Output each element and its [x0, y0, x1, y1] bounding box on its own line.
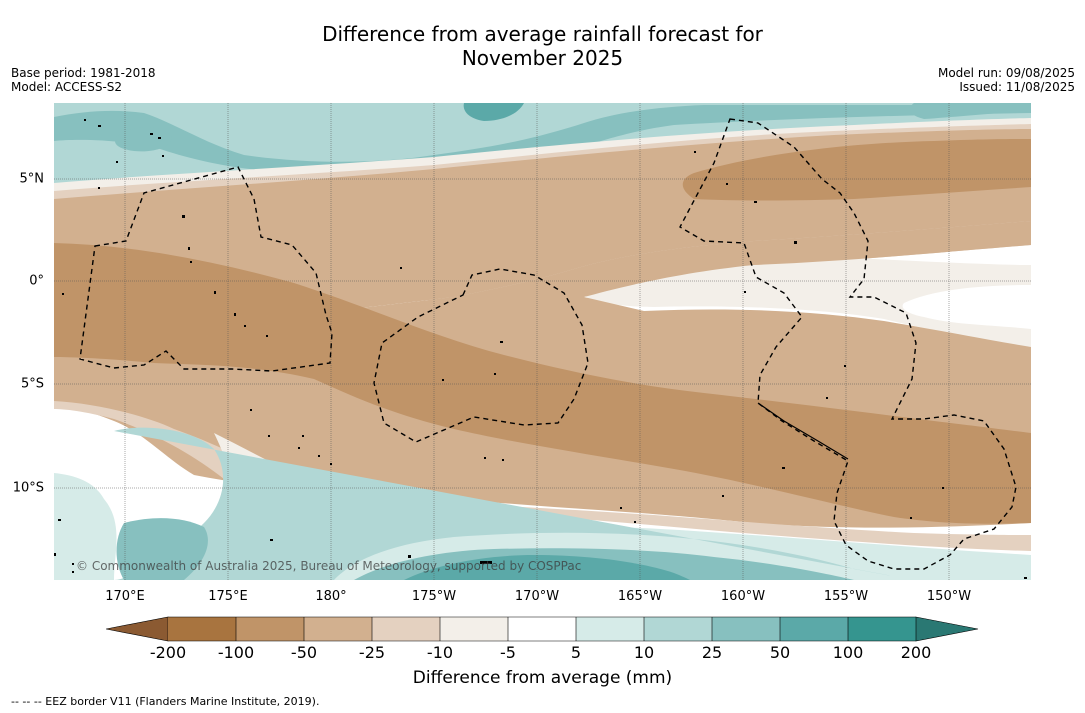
north-wet-right	[909, 103, 1031, 119]
lon-label-150w: 150°W	[926, 589, 972, 604]
title-line-1: Difference from average rainfall forecas…	[322, 22, 763, 46]
title-line-2: November 2025	[461, 46, 624, 70]
lon-label-180: 180°	[315, 589, 347, 604]
lat-label-0: 0°	[29, 273, 44, 289]
north-dry-faded-right	[582, 257, 1031, 347]
colorbar-bin-9	[712, 617, 780, 641]
north-wet-patch	[114, 127, 172, 152]
issued-text: Issued: 11/08/2025	[959, 80, 1075, 94]
colorbar-bin-4	[372, 617, 440, 641]
cb-tick: 200	[900, 643, 932, 662]
model-run-text: Model run: 09/08/2025	[937, 66, 1075, 80]
colorbar-bin-3	[304, 617, 372, 641]
colorbar-bin-7	[576, 617, 644, 641]
meta-right: Model run: 09/08/2025 Issued: 11/08/2025	[938, 66, 1075, 94]
cb-tick: -50	[290, 643, 318, 662]
copyright-watermark: © Commonwealth of Australia 2025, Bureau…	[76, 559, 582, 573]
south-wet-lower-10-25	[114, 427, 914, 580]
north-dry-50-100	[682, 139, 1031, 201]
colorbar-bin-6	[508, 617, 576, 641]
lon-label-155w: 155°W	[823, 589, 869, 604]
lon-label-170w: 170°W	[514, 589, 560, 604]
lat-label-5n: 5°N	[19, 171, 45, 187]
colorbar-tick-labels: -200 -100 -50 -25 -10 -5 5 10 25 50 100 …	[0, 643, 1085, 663]
lon-label-170e: 170°E	[105, 589, 145, 604]
map-title: Difference from average rainfall forecas…	[0, 22, 1085, 70]
lon-label-165w: 165°W	[617, 589, 663, 604]
colorbar-bin-11	[848, 617, 916, 641]
lon-label-175w: 175°W	[411, 589, 457, 604]
eez-borders	[79, 118, 1017, 570]
cb-tick: -25	[358, 643, 386, 662]
cb-tick: -10	[426, 643, 454, 662]
eez-border-kiribati-phoenix	[373, 268, 589, 443]
eez-border-kiribati-gilbert	[79, 166, 333, 372]
south-wet-lower-50-100	[404, 555, 690, 580]
cb-tick: 100	[832, 643, 864, 662]
lat-label-10s: 10°S	[12, 480, 44, 496]
colorbar-bin-2	[236, 617, 304, 641]
eez-border-kiribati-line	[679, 118, 1017, 570]
cb-tick: 5	[570, 643, 582, 662]
eez-border-solid-segment	[757, 402, 849, 460]
neutral-right	[902, 285, 1031, 329]
colorbar-dividers	[168, 616, 916, 642]
cb-tick: 25	[701, 643, 723, 662]
islands	[54, 119, 1027, 579]
lon-label-175e: 175°E	[208, 589, 248, 604]
cb-tick: -100	[217, 643, 255, 662]
model-text: Model: ACCESS-S2	[11, 80, 123, 94]
rainfall-anomaly-map	[54, 103, 1031, 580]
base-period-text: Base period: 1981-2018	[11, 66, 156, 80]
colorbar-extend-low	[106, 616, 169, 642]
eez-footnote: -- -- -- EEZ border V11 (Flanders Marine…	[11, 695, 320, 708]
colorbar-extend-high	[915, 616, 979, 642]
colorbar-bin-1	[168, 617, 236, 641]
colorbar-bin-5	[440, 617, 508, 641]
longitude-labels: 170°E 175°E 180° 175°W 170°W 165°W 160°W…	[0, 589, 1085, 607]
lat-label-5s: 5°S	[20, 376, 44, 392]
cb-tick: -200	[149, 643, 187, 662]
south-wet-left-25-50	[116, 518, 208, 580]
colorbar	[106, 616, 979, 642]
central-dry-50-100	[54, 243, 1031, 524]
colorbar-label: Difference from average (mm)	[412, 668, 673, 688]
lon-label-160w: 160°W	[720, 589, 766, 604]
cb-tick: -5	[500, 643, 516, 662]
north-wet-25-50	[54, 105, 1031, 174]
south-wet-10-25	[54, 473, 117, 580]
cb-tick: 10	[633, 643, 655, 662]
north-wet-50-100	[463, 103, 524, 121]
colorbar-bin-10	[780, 617, 848, 641]
graticule	[54, 103, 1031, 580]
meta-left: Base period: 1981-2018 Model: ACCESS-S2	[11, 66, 156, 94]
cb-tick: 50	[769, 643, 791, 662]
colorbar-bin-8	[644, 617, 712, 641]
